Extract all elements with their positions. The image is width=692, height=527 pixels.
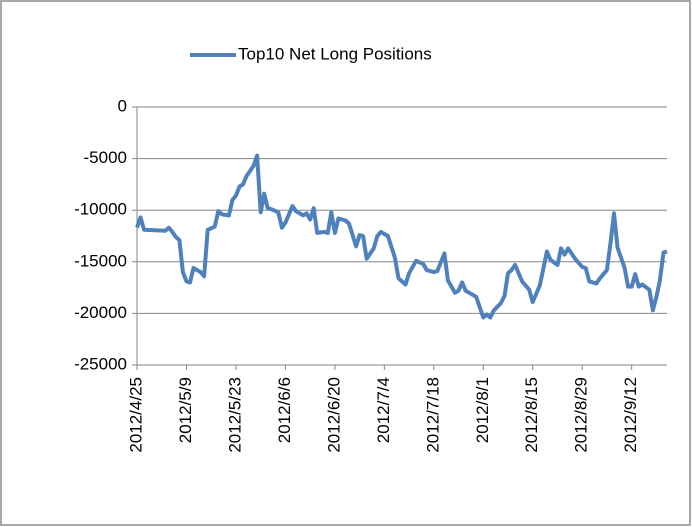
x-tick-label: 2012/8/15 [522,377,541,453]
x-tick-label: 2012/8/1 [473,377,492,443]
x-tick-label: 2012/4/25 [126,377,145,453]
x-tick-label: 2012/5/23 [225,377,244,453]
legend-label: Top10 Net Long Positions [238,44,432,63]
y-tick-label: 0 [118,96,127,115]
x-tick-label: 2012/9/12 [621,377,640,453]
x-tick-label: 2012/7/18 [423,377,442,453]
y-tick-label: -15000 [74,251,127,270]
x-tick-label: 2012/5/9 [176,377,195,443]
x-tick-label: 2012/7/4 [374,377,393,443]
x-tick-label: 2012/6/6 [275,377,294,443]
y-tick-label: -20000 [74,303,127,322]
y-tick-label: -10000 [74,200,127,219]
x-tick-label: 2012/6/20 [324,377,343,453]
y-tick-label: -5000 [84,148,127,167]
x-tick-label: 2012/8/29 [572,377,591,453]
y-tick-label: -25000 [74,354,127,373]
line-series [135,153,668,320]
